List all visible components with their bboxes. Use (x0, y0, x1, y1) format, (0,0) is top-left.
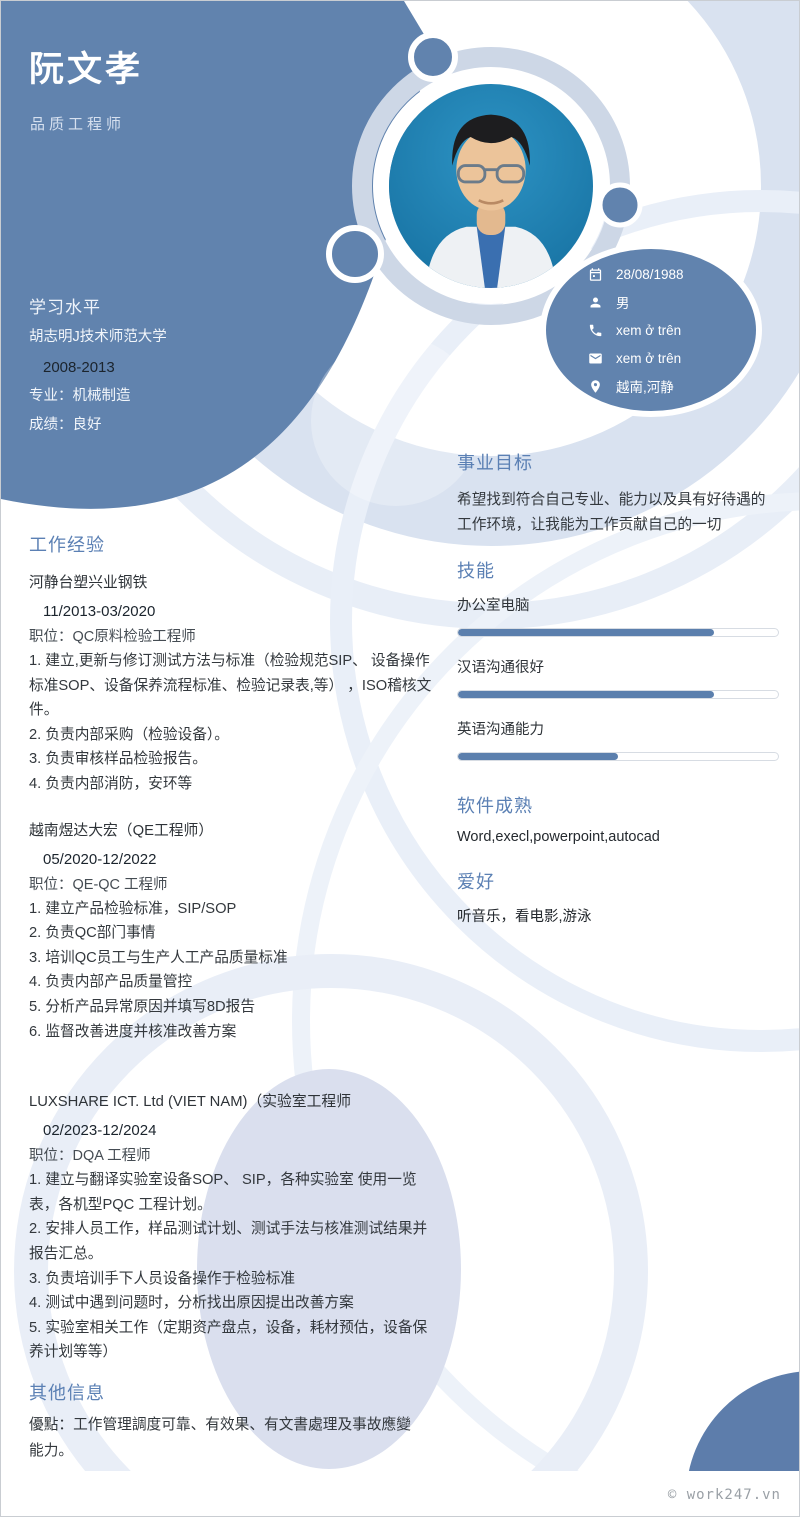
person-icon (590, 297, 601, 307)
contact-row-birthday: 28/08/1988 (588, 264, 756, 285)
education-heading: 学习水平 (29, 298, 101, 317)
job-duties: 1. 建立与翻译实验室设备SOP、 SIP，各种实验室 使用一览表，各机型PQC… (29, 1168, 432, 1365)
birthday-value: 28/08/1988 (616, 266, 684, 282)
job-duty: 3. 负责审核样品检验报告。 (29, 751, 207, 768)
job-duties: 1. 建立,更新与修订测试方法与标准（检验规范SIP、 设备操作标准SOP、设备… (29, 649, 432, 797)
job-duty: 4. 测试中遇到问题时，分析找出原因提出改善方案 (29, 1295, 354, 1312)
job-period: 11/2013-03/2020 (43, 603, 156, 620)
education-major: 专业：机械制造 (29, 388, 131, 404)
skill-label: 办公室电脑 (457, 598, 530, 614)
job-duty: 5. 分析产品异常原因并填写8D报告 (29, 998, 256, 1015)
job-duty: 3. 负责培训手下人员设备操作于检验标准 (29, 1270, 296, 1287)
job-entry: 越南煜达大宏（QE工程师） 05/2020-12/2022 职位：QE-QC 工… (29, 819, 432, 1045)
software-heading: 软件成熟 (457, 796, 533, 816)
job-duty: 1. 建立,更新与修订测试方法与标准（检验规范SIP、 设备操作标准SOP、设备… (29, 653, 432, 719)
hobbies-text: 听音乐，看电影,游泳 (457, 909, 592, 925)
email-icon (589, 353, 602, 363)
job-duty: 1. 建立与翻译实验室设备SOP、 SIP，各种实验室 使用一览表，各机型PQC… (29, 1172, 417, 1213)
hobbies-heading: 爱好 (457, 872, 495, 892)
job-period: 05/2020-12/2022 (43, 850, 157, 868)
job-entry: LUXSHARE ICT. Ltd (VIET NAM)（实验室工程师 02/2… (29, 1090, 432, 1365)
skill-progress-fill (458, 753, 618, 760)
skill-progress-track (457, 628, 779, 637)
objective-text: 希望找到符合自己专业、能力以及具有好待遇的工作环境，让我能为工作贡献自己的一切 (457, 492, 766, 533)
other-info-section: 其他信息 優點：工作管理調度可靠、有效果、有文書處理及事故應變能力。 (29, 1379, 421, 1464)
job-duty: 2. 负责QC部门事情 (29, 925, 156, 942)
skill-progress-fill (458, 691, 714, 698)
other-info-text: 優點：工作管理調度可靠、有效果、有文書處理及事故應變能力。 (29, 1417, 411, 1459)
skills-heading: 技能 (457, 561, 495, 581)
education-period: 2008-2013 (43, 359, 115, 376)
job-duty: 2. 安排人员工作，样品测试计划、测试手法与核准测试结果并报告汇总。 (29, 1221, 428, 1262)
contact-row-gender: 男 (588, 292, 756, 313)
job-company: 河静台塑兴业钢铁 (29, 575, 148, 591)
gender-value: 男 (616, 296, 630, 311)
job-duty: 6. 监督改善进度并核准改善方案 (29, 1023, 237, 1040)
job-position: 职位：DQA 工程师 (29, 1148, 151, 1165)
person-name: 阮文孝 (29, 50, 144, 89)
education-section: 学习水平 胡志明J技术师范大学 2008-2013 专业：机械制造 成绩：良好 (29, 293, 359, 434)
job-duties: 1. 建立产品检验标准，SIP/SOP 2. 负责QC部门事情 3. 培训QC员… (29, 897, 432, 1045)
skill-progress-fill (458, 629, 714, 636)
job-position: 职位：QC原料检验工程师 (29, 629, 196, 645)
objective-heading: 事业目标 (457, 453, 533, 473)
job-company: LUXSHARE ICT. Ltd (VIET NAM)（实验室工程师 (29, 1094, 352, 1111)
contact-row-email: xem ở trên (588, 348, 756, 369)
job-entry: 河静台塑兴业钢铁 11/2013-03/2020 职位：QC原料检验工程师 1.… (29, 571, 432, 797)
location-value: 越南,河静 (616, 380, 674, 395)
skill-progress-track (457, 752, 779, 761)
other-info-heading: 其他信息 (29, 1383, 105, 1403)
profile-photo (384, 79, 598, 293)
skill-item: 办公室电脑 (457, 594, 779, 637)
calendar-icon (589, 267, 602, 281)
job-position: 职位：QE-QC 工程师 (29, 876, 168, 893)
job-duty: 5. 实验室相关工作（定期资产盘点，设备，耗材预估，设备保养计划等等） (29, 1319, 428, 1361)
experience-heading: 工作经验 (29, 535, 105, 555)
skill-item: 汉语沟通很好 (457, 656, 779, 699)
phone-value: xem ở trên (616, 322, 682, 338)
person-job-title: 品质工程师 (30, 116, 126, 133)
phone-icon (589, 324, 602, 336)
contact-info-bubble: 28/08/1988 男 xem ở trên xem ở trên 越南,河静 (540, 243, 762, 417)
software-text: Word,execl,powerpoint,autocad (457, 829, 660, 845)
right-column: 事业目标 希望找到符合自己专业、能力以及具有好待遇的工作环境，让我能为工作贡献自… (457, 449, 779, 926)
skill-progress-track (457, 690, 779, 699)
job-duty: 1. 建立产品检验标准，SIP/SOP (29, 900, 237, 917)
job-duty: 2. 负责内部采购（检验设备）。 (29, 726, 229, 743)
job-duty: 3. 培训QC员工与生产人工产品质量标准 (29, 949, 288, 966)
education-school: 胡志明J技术师范大学 (29, 329, 167, 345)
job-duty: 4. 负责内部产品质量管控 (29, 974, 193, 991)
job-duty: 4. 负责内部消防，安环等 (29, 775, 193, 792)
experience-section: 工作经验 河静台塑兴业钢铁 11/2013-03/2020 职位：QC原料检验工… (29, 531, 432, 1365)
footer-watermark: © work247.vn (667, 1487, 781, 1503)
job-period: 02/2023-12/2024 (43, 1122, 157, 1140)
skill-label: 汉语沟通很好 (457, 660, 544, 676)
skill-item: 英语沟通能力 (457, 718, 779, 761)
education-grade: 成绩：良好 (29, 417, 102, 433)
job-company: 越南煜达大宏（QE工程师） (29, 822, 214, 839)
email-value: xem ở trên (616, 350, 682, 366)
contact-row-location: 越南,河静 (588, 376, 756, 397)
contact-row-phone: xem ở trên (588, 320, 756, 341)
skill-label: 英语沟通能力 (457, 722, 544, 738)
location-icon (591, 379, 600, 393)
